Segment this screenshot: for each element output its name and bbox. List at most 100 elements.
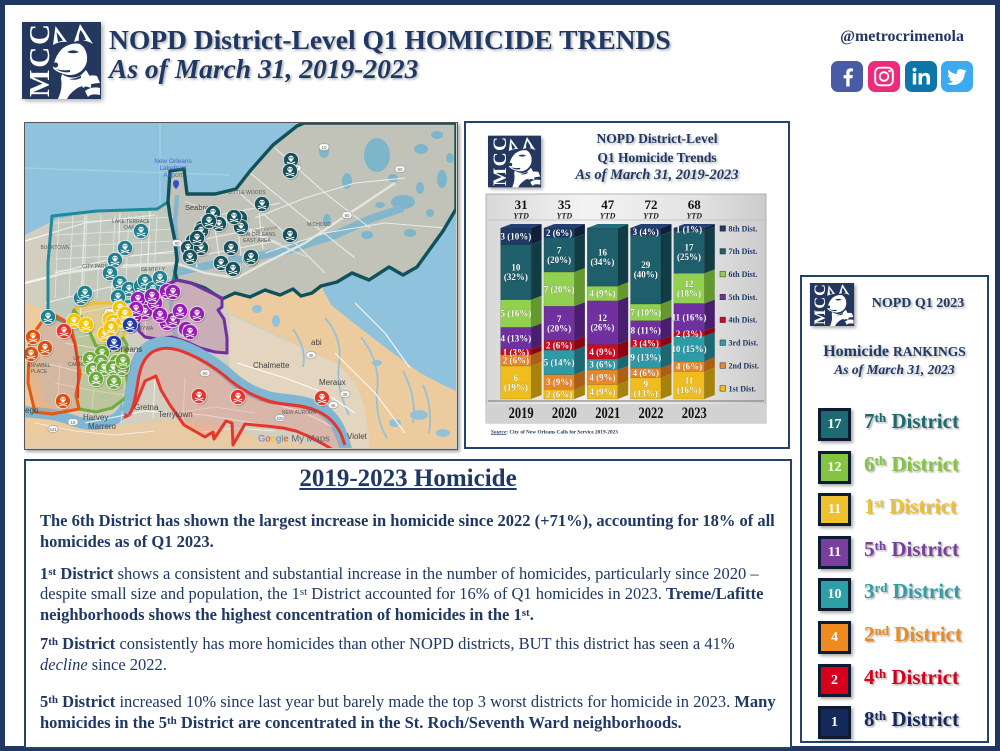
svg-text:6: 6 (514, 373, 519, 383)
svg-text:18: 18 (70, 420, 76, 425)
svg-text:ego: ego (25, 406, 39, 415)
svg-text:(20%): (20%) (547, 255, 571, 265)
svg-text:4 (9%): 4 (9%) (589, 387, 615, 397)
svg-text:90: 90 (397, 167, 403, 172)
svg-text:39: 39 (342, 392, 348, 397)
svg-text:2020: 2020 (552, 405, 577, 422)
svg-text:1 (1%): 1 (1%) (676, 224, 702, 234)
svg-text:10 (15%): 10 (15%) (671, 344, 706, 354)
svg-text:Google My Maps: Google My Maps (258, 434, 330, 445)
svg-text:3 (4%): 3 (4%) (633, 338, 659, 348)
svg-text:5th Dist.: 5th Dist. (729, 293, 758, 302)
svg-text:541: 541 (49, 427, 57, 432)
svg-text:EAST AREA: EAST AREA (243, 238, 271, 244)
svg-text:Chalmette: Chalmette (253, 361, 290, 370)
svg-text:3 (4%): 3 (4%) (633, 227, 659, 237)
svg-text:CITY PARK: CITY PARK (82, 264, 109, 270)
svg-text:46: 46 (308, 353, 314, 358)
svg-text:Terrytown: Terrytown (158, 410, 193, 419)
svg-text:(34%): (34%) (590, 257, 614, 267)
svg-text:YTD: YTD (557, 212, 573, 221)
svg-text:YTD: YTD (600, 212, 616, 221)
svg-text:17: 17 (685, 242, 695, 252)
svg-text:4 (13%): 4 (13%) (500, 334, 531, 344)
svg-text:9 (13%): 9 (13%) (630, 353, 661, 363)
svg-text:2021: 2021 (595, 405, 620, 422)
svg-text:3rd Dist.: 3rd Dist. (729, 339, 759, 348)
svg-text:(25%): (25%) (677, 252, 701, 262)
svg-text:10: 10 (321, 145, 327, 150)
svg-text:35: 35 (558, 197, 572, 212)
svg-text:29: 29 (641, 260, 651, 270)
svg-text:16: 16 (598, 248, 608, 258)
svg-text:4 (9%): 4 (9%) (589, 289, 615, 299)
svg-text:4 (9%): 4 (9%) (589, 372, 615, 382)
svg-text:11: 11 (685, 376, 694, 386)
svg-text:3 (10%): 3 (10%) (500, 231, 531, 241)
svg-text:1st Dist.: 1st Dist. (729, 384, 757, 393)
svg-text:6th Dist.: 6th Dist. (729, 270, 758, 279)
svg-text:(32%): (32%) (504, 272, 528, 282)
svg-text:Chef Mente: Chef Mente (252, 225, 279, 235)
svg-text:90: 90 (174, 241, 180, 246)
svg-text:12: 12 (685, 279, 695, 289)
svg-text:Lakefront: Lakefront (159, 165, 186, 172)
svg-text:Violet: Violet (347, 432, 368, 441)
svg-text:(26%): (26%) (590, 323, 614, 333)
svg-text:GENTILLY: GENTILLY (141, 267, 165, 273)
svg-text:46: 46 (330, 403, 336, 408)
svg-text:12: 12 (598, 313, 608, 323)
svg-text:10: 10 (511, 263, 520, 273)
svg-text:(40%): (40%) (634, 270, 658, 280)
svg-text:YTD: YTD (513, 212, 529, 221)
svg-text:Airport: Airport (163, 172, 182, 179)
svg-text:2023: 2023 (682, 405, 707, 422)
svg-text:LAKE TERRACE: LAKE TERRACE (112, 219, 151, 225)
svg-text:3 (6%): 3 (6%) (589, 360, 615, 370)
svg-text:2 (3%): 2 (3%) (676, 329, 702, 339)
svg-text:68: 68 (688, 197, 702, 212)
svg-text:90: 90 (344, 213, 350, 218)
svg-text:ANNABEL: ANNABEL (27, 363, 51, 369)
svg-text:OAKS: OAKS (124, 225, 139, 231)
svg-text:Meraux: Meraux (319, 378, 346, 387)
svg-text:7th Dist.: 7th Dist. (729, 247, 758, 256)
svg-text:7: 7 (557, 245, 562, 255)
svg-text:(13%): (13%) (634, 388, 658, 398)
svg-text:4 (9%): 4 (9%) (589, 347, 615, 357)
svg-text:New Orleans: New Orleans (96, 345, 142, 354)
svg-text:7: 7 (557, 314, 562, 324)
svg-text:NT BYWA: NT BYWA (131, 326, 154, 332)
svg-text:90: 90 (202, 371, 208, 376)
svg-text:(18%): (18%) (677, 288, 701, 298)
svg-text:Marrero: Marrero (88, 422, 117, 431)
svg-text:abi: abi (311, 338, 322, 347)
svg-text:NEW ORLEANS: NEW ORLEANS (239, 232, 277, 238)
svg-text:428: 428 (276, 416, 284, 421)
svg-text:31: 31 (515, 197, 528, 212)
svg-text:8th Dist.: 8th Dist. (729, 224, 758, 233)
svg-text:YTD: YTD (643, 212, 659, 221)
svg-text:BUCKTOWN: BUCKTOWN (40, 245, 69, 251)
svg-text:(20%): (20%) (547, 323, 571, 333)
svg-text:(16%): (16%) (677, 385, 701, 395)
svg-text:NEW AURORA: NEW AURORA (282, 410, 317, 416)
svg-text:Seabrook: Seabrook (185, 203, 217, 212)
svg-text:1 (3%): 1 (3%) (503, 347, 529, 357)
svg-text:2nd Dist.: 2nd Dist. (729, 361, 760, 370)
svg-text:7 (20%): 7 (20%) (544, 284, 575, 294)
svg-text:5 (14%): 5 (14%) (544, 358, 575, 368)
svg-text:2 (6%): 2 (6%) (546, 340, 572, 350)
svg-text:9: 9 (644, 379, 649, 389)
svg-text:4 (6%): 4 (6%) (676, 362, 702, 372)
svg-text:8 (11%): 8 (11%) (631, 325, 661, 335)
svg-text:7 (10%): 7 (10%) (630, 308, 661, 318)
svg-text:47: 47 (601, 197, 615, 212)
svg-text:5 (16%): 5 (16%) (500, 309, 531, 319)
svg-text:2 (6%): 2 (6%) (546, 389, 572, 399)
svg-text:11 (16%): 11 (16%) (672, 312, 707, 322)
svg-text:YTD: YTD (687, 212, 703, 221)
svg-text:PLACE: PLACE (31, 369, 48, 375)
svg-text:Gretna: Gretna (134, 403, 159, 412)
svg-text:2022: 2022 (639, 405, 664, 422)
